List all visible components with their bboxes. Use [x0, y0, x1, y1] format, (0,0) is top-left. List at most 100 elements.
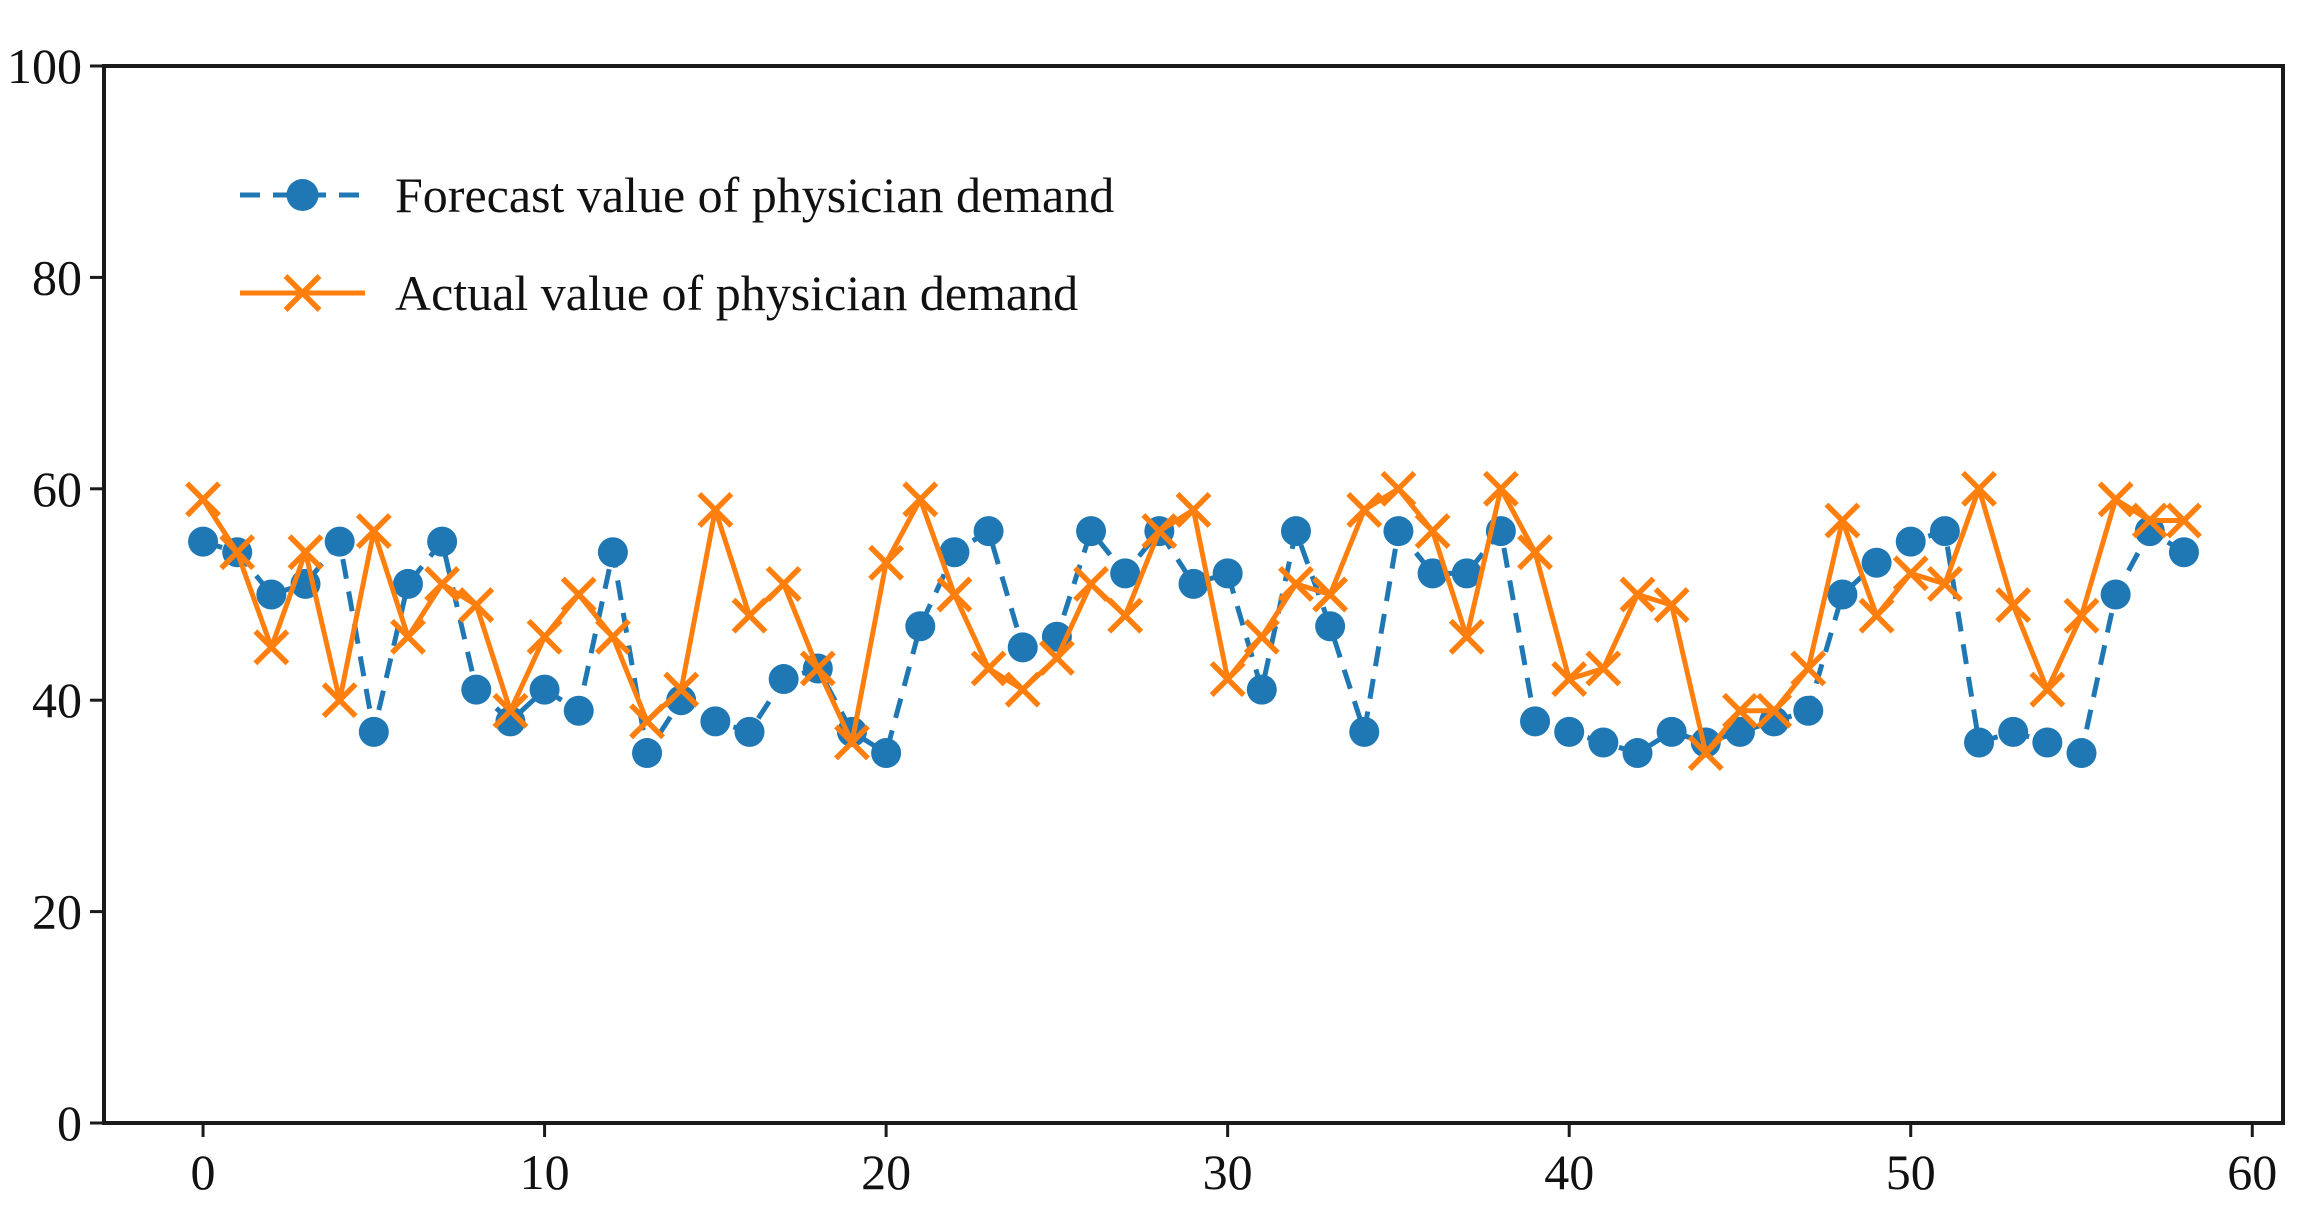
- circle-marker: [2134, 516, 2165, 547]
- circle-marker: [1520, 706, 1551, 737]
- x-marker: [1653, 587, 1690, 624]
- x-marker: [1209, 661, 1246, 698]
- x-marker: [526, 618, 563, 655]
- x-marker: [185, 481, 221, 518]
- x-marker: [2131, 502, 2168, 539]
- x-marker: [1961, 470, 1997, 507]
- x-marker: [629, 703, 665, 740]
- x-marker: [799, 650, 836, 687]
- circle-marker: [2032, 727, 2063, 758]
- x-marker: [390, 618, 426, 655]
- x-marker: [594, 618, 631, 655]
- circle-marker: [1588, 727, 1619, 758]
- x-marker: [1141, 513, 1178, 550]
- x-marker: [1073, 565, 1109, 602]
- legend-row: Actual value of physician demand: [240, 265, 1078, 321]
- circle-marker: [1554, 716, 1585, 747]
- circle-marker: [1827, 579, 1858, 610]
- circle-marker: [1110, 558, 1141, 589]
- circle-marker: [632, 738, 663, 769]
- circle-marker: [939, 537, 970, 568]
- x-marker: [560, 576, 597, 613]
- circle-marker: [1246, 674, 1277, 705]
- x-marker: [2029, 671, 2066, 708]
- x-marker: [1278, 565, 1314, 602]
- circle-marker: [1178, 568, 1209, 599]
- x-marker: [219, 534, 256, 571]
- x-marker: [492, 692, 529, 729]
- circle-marker: [1861, 547, 1892, 578]
- legend-circle-marker-icon: [286, 179, 319, 211]
- actual-markers: [185, 470, 2202, 771]
- circle-marker: [1793, 695, 1824, 726]
- x-marker: [1824, 502, 1861, 539]
- x-marker: [458, 587, 495, 624]
- x-marker: [253, 629, 290, 666]
- x-marker: [1722, 692, 1758, 729]
- circle-marker: [324, 526, 355, 557]
- x-marker: [697, 491, 734, 528]
- x-marker: [731, 597, 768, 634]
- circle-marker: [1349, 716, 1380, 747]
- circle-marker: [1451, 558, 1482, 589]
- x-marker: [1858, 597, 1895, 634]
- circle-marker: [768, 664, 799, 695]
- x-marker: [1892, 555, 1929, 592]
- forecast-series: [188, 516, 2199, 769]
- x-marker: [1175, 491, 1212, 528]
- circle-marker: [392, 568, 423, 599]
- y-tick-label: 20: [32, 884, 82, 940]
- x-marker: [321, 682, 358, 719]
- x-marker: [2166, 502, 2202, 539]
- circle-marker: [1964, 727, 1995, 758]
- y-tick-label: 80: [32, 249, 82, 305]
- x-marker: [970, 650, 1007, 687]
- legend-label-actual: Actual value of physician demand: [395, 265, 1078, 321]
- circle-marker: [2066, 738, 2097, 769]
- x-marker: [1756, 692, 1793, 729]
- circle-marker: [461, 674, 492, 705]
- x-marker: [1687, 735, 1724, 771]
- x-marker: [1926, 565, 1963, 602]
- circle-marker: [871, 738, 902, 769]
- y-tick-label: 40: [32, 672, 82, 728]
- x-marker: [1038, 639, 1075, 676]
- circle-marker: [563, 695, 594, 726]
- forecast-markers: [188, 516, 2199, 769]
- x-marker: [1346, 491, 1383, 528]
- x-marker: [1995, 587, 2032, 624]
- x-marker: [834, 724, 870, 761]
- y-axis: 0 20 40 60 80 100: [7, 38, 104, 1151]
- x-tick-label: 60: [2227, 1144, 2277, 1200]
- x-tick-label: 10: [520, 1144, 570, 1200]
- circle-marker: [666, 685, 697, 716]
- circle-marker: [1895, 526, 1926, 557]
- x-marker: [2063, 597, 2100, 634]
- legend-label-forecast: Forecast value of physician demand: [395, 167, 1114, 223]
- x-marker: [1312, 576, 1349, 613]
- circle-marker: [734, 716, 765, 747]
- x-tick-label: 40: [1544, 1144, 1594, 1200]
- actual-series: [185, 470, 2202, 771]
- circle-marker: [597, 537, 628, 568]
- x-marker: [1482, 470, 1519, 507]
- x-marker: [424, 565, 461, 602]
- circle-marker: [529, 674, 560, 705]
- y-tick-label: 100: [7, 38, 82, 94]
- forecast-line: [202, 528, 2186, 756]
- x-marker: [2097, 481, 2134, 518]
- x-marker: [902, 481, 939, 518]
- x-tick-label: 20: [861, 1144, 911, 1200]
- circle-marker: [1656, 716, 1687, 747]
- circle-marker: [1315, 611, 1346, 642]
- x-marker: [287, 534, 324, 571]
- circle-marker: [1929, 516, 1960, 547]
- circle-marker: [1076, 516, 1107, 547]
- x-marker: [1551, 661, 1588, 698]
- x-marker: [1585, 650, 1622, 687]
- legend: Forecast value of physician demand Actual…: [240, 167, 1114, 321]
- x-marker: [663, 671, 700, 708]
- circle-marker: [1212, 558, 1243, 589]
